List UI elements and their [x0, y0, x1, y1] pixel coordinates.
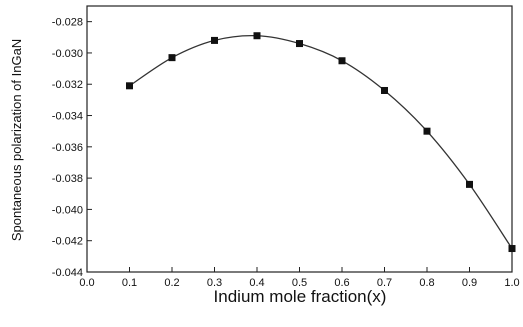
- x-tick-label: 1.0: [504, 277, 519, 289]
- x-axis-title: Indium mole fraction(x): [214, 287, 387, 306]
- y-axis-title: Spontaneous polarization of InGaN: [9, 39, 24, 241]
- data-point: [423, 127, 431, 135]
- y-tick-label: -0.044: [52, 267, 83, 279]
- data-point: [381, 86, 388, 94]
- y-tick-label: -0.038: [52, 173, 83, 185]
- data-point: [338, 57, 346, 65]
- x-tick-label: 0.9: [462, 277, 477, 289]
- x-tick-label: 0.8: [419, 277, 434, 289]
- x-tick-label: 0.2: [164, 277, 179, 289]
- series-line: [129, 34, 513, 249]
- x-tick-label: 0.7: [377, 277, 392, 289]
- plot-area: 0.0 0.1 0.2 0.3 0.4 0.5 0.6 0.7 0.8 0.9 1.0 -0.028 -…: [52, 5, 520, 289]
- x-tick-label: 0.1: [122, 277, 137, 289]
- y-tick-label: -0.028: [52, 17, 83, 29]
- data-point: [253, 32, 261, 40]
- data-point: [296, 40, 303, 48]
- y-tick-label: -0.032: [52, 79, 83, 91]
- x-tick-label: 0.6: [334, 277, 349, 289]
- x-tick-label: 0.4: [249, 277, 264, 289]
- data-point: [211, 36, 218, 44]
- y-tick-label: -0.034: [52, 111, 83, 123]
- data-point: [466, 180, 473, 188]
- x-tick-label: 0.0: [79, 277, 94, 289]
- y-tick-label: -0.042: [52, 236, 83, 248]
- data-point: [168, 54, 176, 62]
- data-point: [126, 82, 133, 90]
- x-tick-label: 0.5: [292, 277, 307, 289]
- data-point: [508, 245, 516, 253]
- x-tick-label: 0.3: [207, 277, 222, 289]
- y-tick-label: -0.040: [52, 204, 83, 216]
- y-tick-label: -0.030: [52, 48, 83, 60]
- y-tick-label: -0.036: [52, 142, 83, 154]
